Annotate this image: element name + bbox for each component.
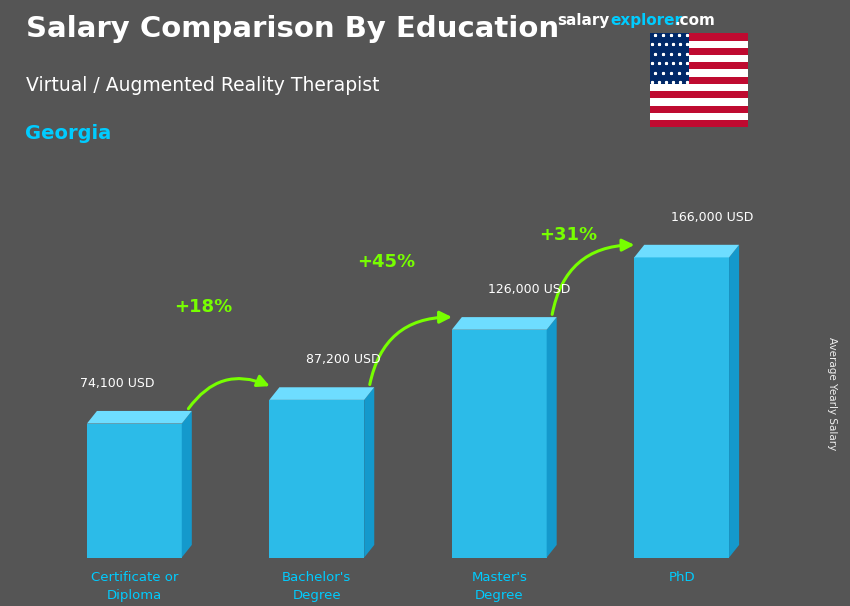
Text: Average Yearly Salary: Average Yearly Salary [827, 338, 837, 450]
Text: Virtual / Augmented Reality Therapist: Virtual / Augmented Reality Therapist [26, 76, 379, 95]
Text: salary: salary [557, 13, 609, 28]
Text: 87,200 USD: 87,200 USD [306, 353, 381, 366]
Text: .com: .com [674, 13, 715, 28]
Polygon shape [87, 411, 192, 424]
Text: 126,000 USD: 126,000 USD [488, 283, 570, 296]
Bar [650, 33, 748, 41]
Polygon shape [269, 387, 374, 400]
Text: 74,100 USD: 74,100 USD [80, 377, 154, 390]
Text: 166,000 USD: 166,000 USD [671, 211, 753, 224]
Bar [650, 113, 748, 120]
Polygon shape [182, 411, 192, 558]
Bar [650, 84, 748, 91]
Bar [650, 98, 748, 105]
Polygon shape [87, 424, 182, 558]
Polygon shape [452, 317, 557, 330]
Bar [650, 105, 748, 113]
Text: Salary Comparison By Education: Salary Comparison By Education [26, 15, 558, 43]
Bar [650, 77, 748, 84]
Text: +45%: +45% [357, 253, 415, 271]
Polygon shape [634, 258, 729, 558]
Text: +18%: +18% [174, 298, 233, 316]
Bar [650, 41, 748, 48]
Bar [650, 70, 748, 77]
Polygon shape [634, 245, 740, 258]
Bar [650, 120, 748, 127]
Polygon shape [269, 400, 364, 558]
Polygon shape [729, 245, 740, 558]
Bar [650, 55, 748, 62]
Text: Georgia: Georgia [26, 124, 111, 143]
Polygon shape [364, 387, 374, 558]
Bar [650, 62, 748, 70]
Polygon shape [547, 317, 557, 558]
Bar [650, 91, 748, 98]
Bar [650, 48, 748, 55]
Text: +31%: +31% [540, 226, 598, 244]
Bar [650, 33, 689, 84]
Text: explorer: explorer [610, 13, 683, 28]
Polygon shape [452, 330, 547, 558]
